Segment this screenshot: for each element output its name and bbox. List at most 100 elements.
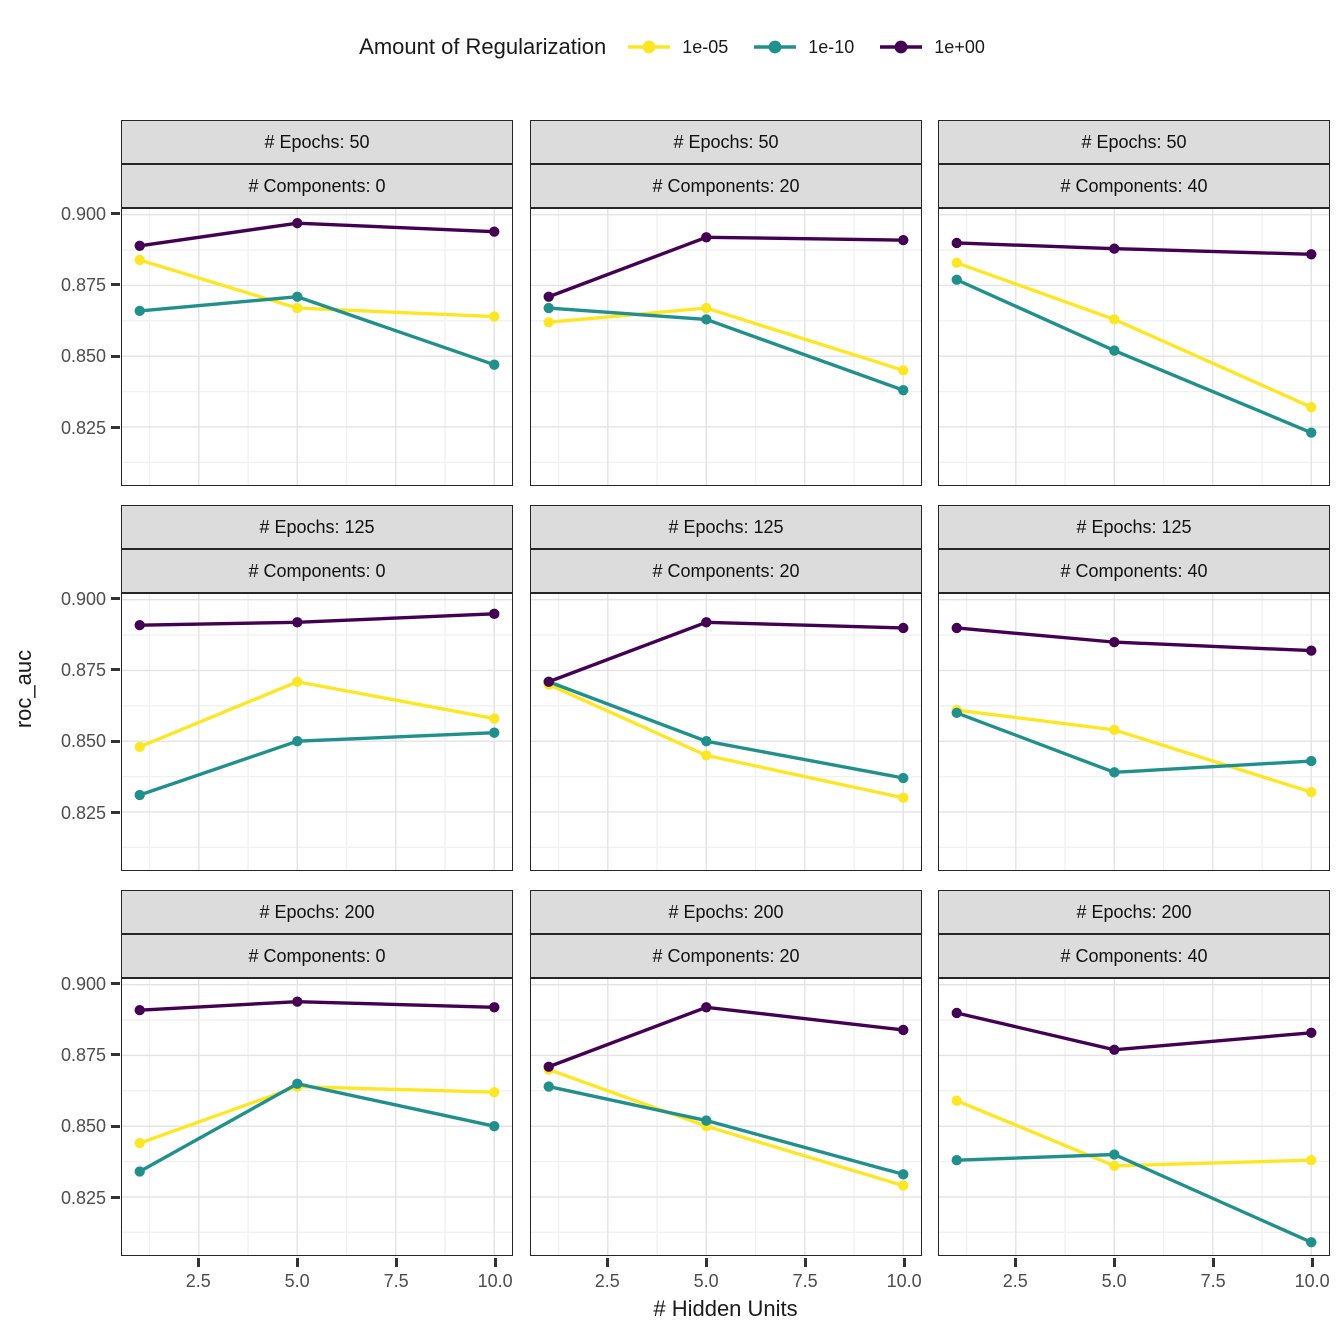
facet-strip-components: # Components: 40 <box>938 934 1330 978</box>
x-axis-tick <box>1211 1258 1215 1267</box>
plot-area <box>530 208 922 486</box>
y-axis-tick <box>111 597 120 601</box>
plot-area <box>121 208 513 486</box>
facet-strip-epochs: # Epochs: 50 <box>530 120 922 164</box>
series-line-1e+00 <box>548 235 904 299</box>
facet-strip-components: # Components: 0 <box>121 934 513 978</box>
series-line-1e+00 <box>139 612 495 627</box>
data-point-1e-10 <box>1306 1237 1317 1248</box>
data-point-1e+00 <box>1109 1044 1120 1055</box>
legend-key-icon <box>754 40 797 54</box>
x-axis-tick <box>1013 1258 1017 1267</box>
data-point-1e-05 <box>489 713 500 724</box>
x-axis-tick <box>803 1258 807 1267</box>
series-line-1e-10 <box>548 680 904 780</box>
facet-panel: # Epochs: 125 # Components: 0 <box>121 505 513 871</box>
data-point-1e-05 <box>134 1138 145 1149</box>
data-point-1e-10 <box>489 359 500 370</box>
facet-strip-epochs: # Epochs: 125 <box>530 505 922 549</box>
x-tick-label: 7.5 <box>1200 1271 1226 1291</box>
data-point-1e-10 <box>951 1155 962 1166</box>
series-line-1e-10 <box>956 711 1312 775</box>
facet-strip-components: # Components: 20 <box>530 549 922 593</box>
series-line-1e+00 <box>956 241 1312 256</box>
series-line-1e+00 <box>548 620 904 684</box>
series-line-1e+00 <box>139 221 495 248</box>
y-tick-label: 0.850 <box>60 346 106 367</box>
legend-entries: 1e-05 1e-10 1e+00 <box>626 37 985 58</box>
facet-panel: # Epochs: 50 # Components: 40 <box>938 120 1330 486</box>
facet-strip-epochs: # Epochs: 200 <box>530 890 922 934</box>
legend-label: 1e+00 <box>934 36 985 57</box>
plot-area <box>938 978 1330 1256</box>
series-line-1e+00 <box>548 1005 904 1069</box>
data-point-1e-10 <box>898 385 909 396</box>
data-point-1e-05 <box>1306 1155 1317 1166</box>
data-point-1e-10 <box>134 789 145 801</box>
series-line-1e-05 <box>548 306 904 372</box>
x-tick-label: 2.5 <box>1002 1271 1028 1291</box>
data-point-1e+00 <box>701 232 712 243</box>
y-axis-tick <box>111 354 120 358</box>
data-point-1e-05 <box>701 302 712 314</box>
data-point-1e-10 <box>489 1121 500 1132</box>
x-axis-tick <box>196 1258 200 1267</box>
facet-plot-svg <box>122 594 512 870</box>
data-point-1e-05 <box>134 254 145 266</box>
data-point-1e-05 <box>1306 401 1317 413</box>
facet-panel: # Epochs: 200 # Components: 40 <box>938 890 1330 1256</box>
y-axis-tick <box>111 739 120 743</box>
facet-plot-svg <box>122 979 512 1255</box>
data-point-1e-05 <box>292 302 303 314</box>
series-line-1e+00 <box>956 626 1312 653</box>
legend-entry-1e-10: 1e-10 <box>752 37 854 58</box>
data-point-1e+00 <box>489 608 500 619</box>
data-point-1e-10 <box>701 314 712 325</box>
legend-key-icon <box>880 40 923 54</box>
y-tick-label: 0.875 <box>60 659 106 680</box>
series-line-1e-10 <box>956 1152 1312 1244</box>
data-point-1e+00 <box>951 622 962 634</box>
data-point-1e-10 <box>134 305 145 317</box>
data-point-1e+00 <box>543 291 554 302</box>
data-point-1e-05 <box>489 311 500 322</box>
facet-strip-epochs: # Epochs: 200 <box>938 890 1330 934</box>
data-point-1e+00 <box>1109 243 1120 254</box>
facet-plot-svg <box>939 979 1329 1255</box>
facet-panel: # Epochs: 200 # Components: 0 <box>121 890 513 1256</box>
y-axis-tick <box>111 1196 120 1200</box>
facet-plot-svg <box>531 979 921 1255</box>
data-point-1e+00 <box>134 240 145 251</box>
data-point-1e+00 <box>292 996 303 1007</box>
plot-area <box>938 208 1330 486</box>
data-point-1e+00 <box>1109 636 1120 648</box>
data-point-1e-05 <box>489 1087 500 1098</box>
data-point-1e-10 <box>292 291 303 302</box>
data-point-1e-05 <box>1306 786 1317 798</box>
y-axis-tick <box>111 426 120 430</box>
data-point-1e-05 <box>543 317 554 328</box>
x-tick-label: 5.0 <box>1101 1271 1127 1291</box>
y-tick-label: 0.875 <box>60 1044 106 1065</box>
legend-title: Amount of Regularization <box>359 34 607 59</box>
series-line-1e-10 <box>138 1081 495 1173</box>
data-point-1e-05 <box>1109 314 1120 325</box>
facet-strip-components: # Components: 20 <box>530 934 922 978</box>
y-axis-title: roc_auc <box>11 649 36 729</box>
data-point-1e-10 <box>1109 345 1120 356</box>
series-line-1e-10 <box>139 295 495 367</box>
y-axis-tick <box>111 668 120 672</box>
y-axis-tick <box>111 1124 120 1128</box>
data-point-1e+00 <box>898 234 909 246</box>
data-point-1e+00 <box>543 676 554 687</box>
data-point-1e+00 <box>543 1061 554 1072</box>
data-point-1e+00 <box>898 1024 909 1036</box>
data-point-1e-10 <box>489 727 500 738</box>
data-point-1e-10 <box>701 1115 712 1126</box>
data-point-1e-10 <box>543 302 554 314</box>
x-tick-label: 10.0 <box>477 1271 513 1291</box>
data-point-1e-05 <box>1109 724 1120 736</box>
data-point-1e-05 <box>951 257 962 268</box>
data-point-1e-10 <box>951 274 962 285</box>
data-point-1e-10 <box>1109 767 1120 778</box>
